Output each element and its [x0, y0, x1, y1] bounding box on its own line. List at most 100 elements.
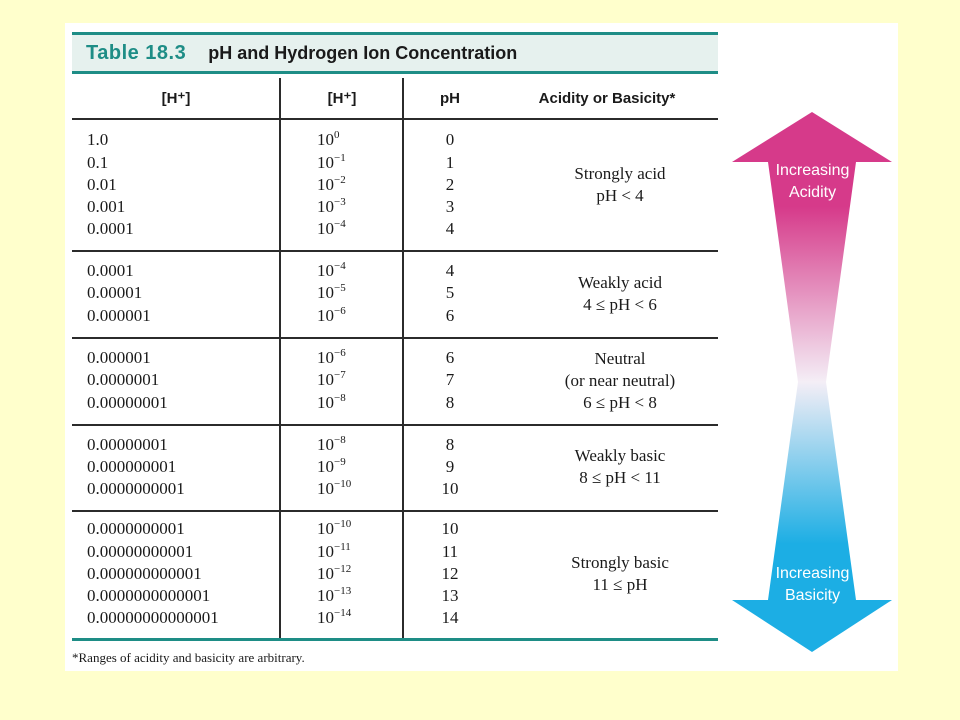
power-base: 10 — [317, 456, 334, 476]
increasing-acidity-label: Increasing Acidity — [775, 162, 850, 201]
description-line: Weakly basic — [574, 446, 666, 465]
power-base: 10 — [317, 541, 334, 561]
concentration-decimal: 0.0000000000001 — [87, 586, 211, 606]
double-arrow-icon — [732, 112, 892, 652]
concentration-power: 10−11 — [317, 541, 351, 563]
description-line: Strongly basic — [571, 553, 669, 572]
description-line: pH < 4 — [596, 186, 644, 205]
power-base: 10 — [317, 197, 334, 217]
power-exponent: −11 — [334, 540, 351, 553]
group-divider — [72, 638, 718, 641]
power-base: 10 — [317, 130, 334, 150]
power-exponent: −4 — [334, 260, 346, 273]
header-concentration-power: [H⁺] — [327, 90, 357, 107]
concentration-decimal: 0.000001 — [87, 348, 151, 368]
concentration-power: 10−9 — [317, 456, 346, 478]
power-exponent: −4 — [334, 218, 346, 231]
power-base: 10 — [317, 586, 334, 606]
power-exponent: 0 — [334, 129, 340, 142]
group-divider — [72, 337, 718, 339]
concentration-decimal: 0.000000001 — [87, 456, 177, 476]
power-exponent: −9 — [334, 455, 346, 468]
power-base: 10 — [317, 519, 334, 539]
power-exponent: −6 — [334, 304, 346, 317]
ph-value: 10 — [441, 479, 459, 499]
concentration-power: 10−7 — [317, 369, 346, 391]
down-arrow-shape — [732, 382, 892, 652]
power-exponent: −14 — [334, 607, 352, 620]
concentration-power: 10−6 — [317, 347, 346, 369]
ph-value: 8 — [445, 434, 455, 454]
power-base: 10 — [317, 608, 334, 628]
table-title: pH and Hydrogen Ion Concentration — [208, 42, 518, 63]
concentration-power: 10−14 — [317, 607, 351, 629]
concentration-power: 10−3 — [317, 196, 346, 218]
power-base: 10 — [317, 392, 334, 412]
power-exponent: −10 — [334, 478, 352, 491]
header-rule — [72, 118, 718, 120]
power-exponent: −1 — [334, 151, 346, 164]
concentration-decimal: 0.00001 — [87, 283, 143, 303]
ph-value: 1 — [445, 152, 455, 172]
power-base: 10 — [317, 283, 334, 303]
power-base: 10 — [317, 261, 334, 281]
concentration-decimal: 0.000000000001 — [87, 563, 202, 583]
group-divider — [72, 424, 718, 426]
description-line: Weakly acid — [577, 272, 663, 292]
column-divider — [402, 78, 404, 638]
power-exponent: −12 — [334, 562, 352, 575]
concentration-decimal: 0.0000000001 — [87, 479, 185, 499]
header-acidity-basicity: Acidity or Basicity* — [538, 89, 676, 107]
acidity-basicity-arrow: Increasing Acidity Increasing Basicity — [730, 110, 895, 655]
power-exponent: −13 — [334, 585, 352, 598]
concentration-decimal: 0.01 — [87, 174, 117, 194]
concentration-power: 10−4 — [317, 218, 346, 240]
power-exponent: −8 — [334, 391, 346, 404]
power-exponent: −6 — [334, 347, 346, 360]
group-divider — [72, 250, 718, 252]
power-exponent: −7 — [334, 369, 346, 382]
concentration-power: 10−13 — [317, 585, 351, 607]
concentration-decimal: 0.001 — [87, 197, 126, 217]
power-base: 10 — [317, 479, 334, 499]
ph-value: 5 — [445, 283, 455, 303]
concentration-decimal: 0.000001 — [87, 305, 151, 325]
description-line: 8 ≤ pH < 11 — [579, 468, 661, 487]
concentration-decimal: 0.1 — [87, 152, 109, 172]
concentration-power: 10−10 — [317, 518, 351, 540]
concentration-power: 10−10 — [317, 478, 351, 500]
description-line: (or near neutral) — [564, 370, 676, 390]
ph-value: 10 — [441, 519, 459, 539]
ph-value: 2 — [445, 174, 455, 194]
concentration-decimal: 0.0000001 — [87, 370, 160, 390]
power-base: 10 — [317, 370, 334, 390]
ph-value: 8 — [445, 392, 455, 412]
concentration-power: 10−8 — [317, 434, 346, 456]
concentration-decimal: 0.0001 — [87, 261, 134, 281]
concentration-decimal: 0.00000001 — [87, 392, 168, 412]
power-exponent: −2 — [334, 173, 346, 186]
header-concentration-decimal: [H⁺] — [161, 90, 191, 107]
group-divider — [72, 510, 718, 512]
description-line: 6 ≤ pH < 8 — [583, 392, 657, 412]
power-base: 10 — [317, 152, 334, 172]
concentration-power: 10−4 — [317, 260, 346, 282]
ph-value: 4 — [445, 261, 455, 281]
concentration-power: 10−6 — [317, 305, 346, 327]
concentration-decimal: 0.0000000001 — [87, 519, 185, 539]
ph-value: 11 — [441, 541, 459, 561]
concentration-power: 10−5 — [317, 282, 346, 304]
power-exponent: −3 — [334, 196, 346, 209]
concentration-power: 100 — [317, 129, 340, 151]
acidity-description: Strongly acid pH < 4 — [505, 163, 735, 207]
power-base: 10 — [317, 219, 334, 239]
power-base: 10 — [317, 434, 334, 454]
concentration-decimal: 0.00000000000001 — [87, 608, 219, 628]
power-base: 10 — [317, 563, 334, 583]
concentration-power: 10−2 — [317, 174, 346, 196]
acidity-description: Weakly acid 4 ≤ pH < 6 — [505, 272, 735, 316]
ph-value: 13 — [441, 586, 459, 606]
slide-panel — [65, 23, 898, 671]
acidity-description: Weakly basic 8 ≤ pH < 11 — [505, 445, 735, 489]
description-line: Strongly acid — [574, 164, 666, 183]
